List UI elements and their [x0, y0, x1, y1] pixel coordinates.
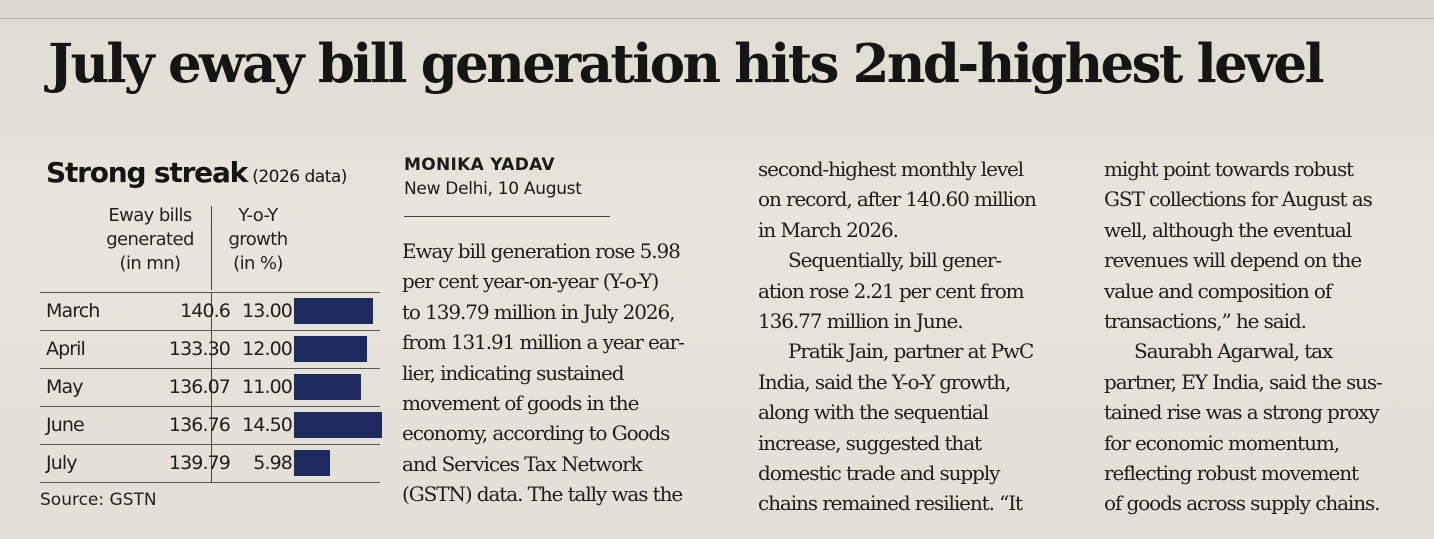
- header-divider: [211, 206, 212, 290]
- article-line: Saurabh Agarwal, tax: [1134, 339, 1333, 364]
- chart-title: Strong streak (2026 data): [46, 156, 347, 189]
- table-row: June 136.76 14.50: [40, 406, 382, 444]
- article-line: in March 2026.: [758, 217, 899, 242]
- yoy-bar: [294, 336, 367, 362]
- article-line: of goods across supply chains.: [1104, 491, 1381, 516]
- yoy-value: 12.00: [242, 338, 293, 360]
- article-line: per cent year-on-year (Y-o-Y): [402, 269, 659, 294]
- column-header-yoy-growth: Y-o-Y growth (in %): [228, 205, 288, 274]
- yoy-value: 11.00: [242, 376, 293, 398]
- month-label: March: [46, 300, 100, 322]
- eway-bills-value: 133.30: [168, 338, 231, 360]
- article-line: reflecting robust movement: [1104, 460, 1359, 485]
- dateline: New Delhi, 10 August: [404, 179, 582, 199]
- article-line: Pratik Jain, partner at PwC: [788, 339, 1034, 364]
- yoy-bar: [294, 412, 382, 438]
- article-line: on record, after 140.60 million: [758, 187, 1037, 212]
- chart-subtitle: (2026 data): [252, 167, 347, 187]
- row-rule: [40, 482, 380, 483]
- article-line: partner, EY India, said the sus-: [1104, 369, 1383, 394]
- article-line: domestic trade and supply: [758, 460, 1000, 485]
- month-label: June: [46, 414, 85, 436]
- row-rule: [40, 330, 380, 331]
- yoy-bar: [294, 298, 373, 324]
- source-note: Source: GSTN: [40, 490, 157, 510]
- table-row: July 139.79 5.98: [40, 444, 380, 482]
- row-rule: [40, 292, 380, 293]
- article-line: ation rose 2.21 per cent from: [758, 278, 1025, 303]
- article-line: revenues will depend on the: [1104, 248, 1362, 273]
- table-row: March 140.6 13.00: [40, 292, 380, 330]
- strong-streak-chart: Strong streak (2026 data) Eway bills gen…: [36, 152, 386, 522]
- row-rule: [40, 368, 380, 369]
- byline-rule: [404, 216, 610, 217]
- article-line: movement of goods in the: [402, 390, 639, 415]
- headline: July eway bill generation hits 2nd-highe…: [48, 33, 1325, 95]
- article-line: along with the sequential: [758, 400, 989, 425]
- month-label: May: [46, 376, 83, 398]
- article-line: Sequentially, bill gener-: [788, 248, 1002, 273]
- table-row: May 136.07 11.00: [40, 368, 380, 406]
- article-line: lier, indicating sustained: [402, 360, 625, 385]
- yoy-value: 5.98: [253, 452, 293, 474]
- article-line: and Services Tax Network: [402, 451, 643, 476]
- article-line: GST collections for August as: [1104, 187, 1373, 212]
- article-line: from 131.91 million a year ear-: [402, 330, 685, 355]
- article-line: value and composition of: [1104, 278, 1332, 303]
- article-line: increase, suggested that: [758, 430, 982, 455]
- eway-bills-value: 136.76: [168, 414, 231, 436]
- article-line: (GSTN) data. The tally was the: [402, 482, 683, 507]
- byline: MONIKA YADAV New Delhi, 10 August: [404, 154, 614, 217]
- yoy-value: 13.00: [242, 300, 293, 322]
- eway-bills-value: 139.79: [168, 452, 231, 474]
- top-rule: [0, 18, 1434, 19]
- row-rule: [40, 406, 380, 407]
- eway-bills-value: 140.6: [180, 300, 231, 322]
- yoy-bar: [294, 450, 331, 476]
- author-name: MONIKA YADAV: [404, 155, 555, 175]
- month-label: April: [46, 338, 86, 360]
- yoy-value: 14.50: [242, 414, 293, 436]
- chart-title-main: Strong streak: [46, 156, 248, 189]
- article-line: might point towards robust: [1104, 157, 1354, 181]
- article-line: economy, according to Goods: [402, 421, 670, 446]
- eway-bills-value: 136.07: [168, 376, 231, 398]
- article-line: transactions,” he said.: [1104, 308, 1307, 333]
- article-line: second-highest monthly level: [758, 157, 1024, 181]
- table-row: April 133.30 12.00: [40, 330, 380, 368]
- article-line: to 139.79 million in July 2026,: [402, 299, 675, 324]
- article-column-2: second-highest monthly level on record, a…: [758, 154, 1084, 519]
- month-label: July: [46, 452, 77, 474]
- article-column-3: might point towards robust GST collection…: [1104, 154, 1422, 519]
- article-column-1: Eway bill generation rose 5.98 per cent y…: [402, 236, 734, 510]
- article-line: India, said the Y-o-Y growth,: [758, 369, 1011, 394]
- article-line: tained rise was a strong proxy: [1104, 400, 1380, 425]
- column-header-eway-bills: Eway bills generated (in mn): [106, 205, 194, 274]
- article-line: Eway bill generation rose 5.98: [402, 239, 681, 263]
- yoy-bar: [294, 374, 361, 400]
- row-rule: [40, 444, 380, 445]
- article-line: for economic momentum,: [1104, 430, 1340, 455]
- article-line: 136.77 million in June.: [758, 308, 964, 333]
- article-line: well, although the eventual: [1104, 217, 1352, 242]
- column-divider: [211, 292, 212, 482]
- article-line: chains remained resilient. “It: [758, 491, 1023, 516]
